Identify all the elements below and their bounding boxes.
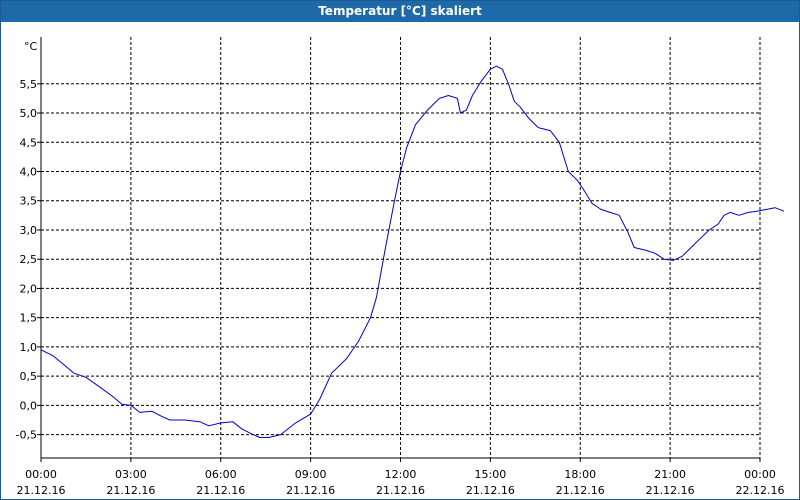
y-tick-label-5: 2,0 xyxy=(20,282,38,295)
x-tick-time-4: 12:00 xyxy=(385,468,417,481)
y-tick-label-12: 5,5 xyxy=(20,78,38,91)
x-tick-time-0: 00:00 xyxy=(25,468,57,481)
x-tick-time-5: 15:00 xyxy=(475,468,507,481)
y-tick-label-7: 3,0 xyxy=(20,224,38,237)
x-tick-date-6: 21.12.16 xyxy=(556,484,605,497)
x-tick-date-4: 21.12.16 xyxy=(376,484,425,497)
y-tick-label-2: 0,5 xyxy=(20,370,38,383)
y-tick-label-1: 0,0 xyxy=(20,399,38,412)
x-tick-time-6: 18:00 xyxy=(564,468,596,481)
x-tick-time-7: 21:00 xyxy=(654,468,686,481)
y-tick-label-4: 1,5 xyxy=(20,312,38,325)
x-axis-ticks: 00:00 21.12.16 03:00 21.12.16 06:00 21.12.16 0… xyxy=(17,458,785,497)
y-tick-label-8: 3,5 xyxy=(20,195,38,208)
y-axis-unit-label: °C xyxy=(24,40,38,53)
x-tick-date-3: 21.12.16 xyxy=(286,484,335,497)
window-title: Temperatur [°C] skaliert xyxy=(1,1,799,22)
x-tick-date-2: 21.12.16 xyxy=(196,484,245,497)
y-tick-label-9: 4,0 xyxy=(20,165,38,178)
x-tick-time-2: 06:00 xyxy=(205,468,237,481)
y-tick-label-10: 4,5 xyxy=(20,136,38,149)
y-tick-label-0: -0,5 xyxy=(16,429,37,442)
temperature-line-0 xyxy=(40,65,785,438)
x-tick-time-1: 03:00 xyxy=(115,468,147,481)
x-tick-date-0: 21.12.16 xyxy=(17,484,66,497)
x-tick-date-7: 21.12.16 xyxy=(646,484,695,497)
data-series xyxy=(40,65,785,438)
x-tick-date-8: 22.12.16 xyxy=(736,484,785,497)
x-tick-time-3: 09:00 xyxy=(295,468,327,481)
grid-lines xyxy=(41,37,760,458)
x-tick-date-1: 21.12.16 xyxy=(106,484,155,497)
y-axis-ticks: -0,5 0,0 0,5 1,0 1,5 2,0 2,5 3,0 3,5 4,0 4,5 5,0 5,5 xyxy=(16,78,41,442)
x-tick-time-8: 00:00 xyxy=(744,468,776,481)
y-tick-label-6: 2,5 xyxy=(20,253,38,266)
y-tick-label-3: 1,0 xyxy=(20,341,38,354)
x-tick-date-5: 21.12.16 xyxy=(466,484,515,497)
y-tick-label-11: 5,0 xyxy=(20,107,38,120)
